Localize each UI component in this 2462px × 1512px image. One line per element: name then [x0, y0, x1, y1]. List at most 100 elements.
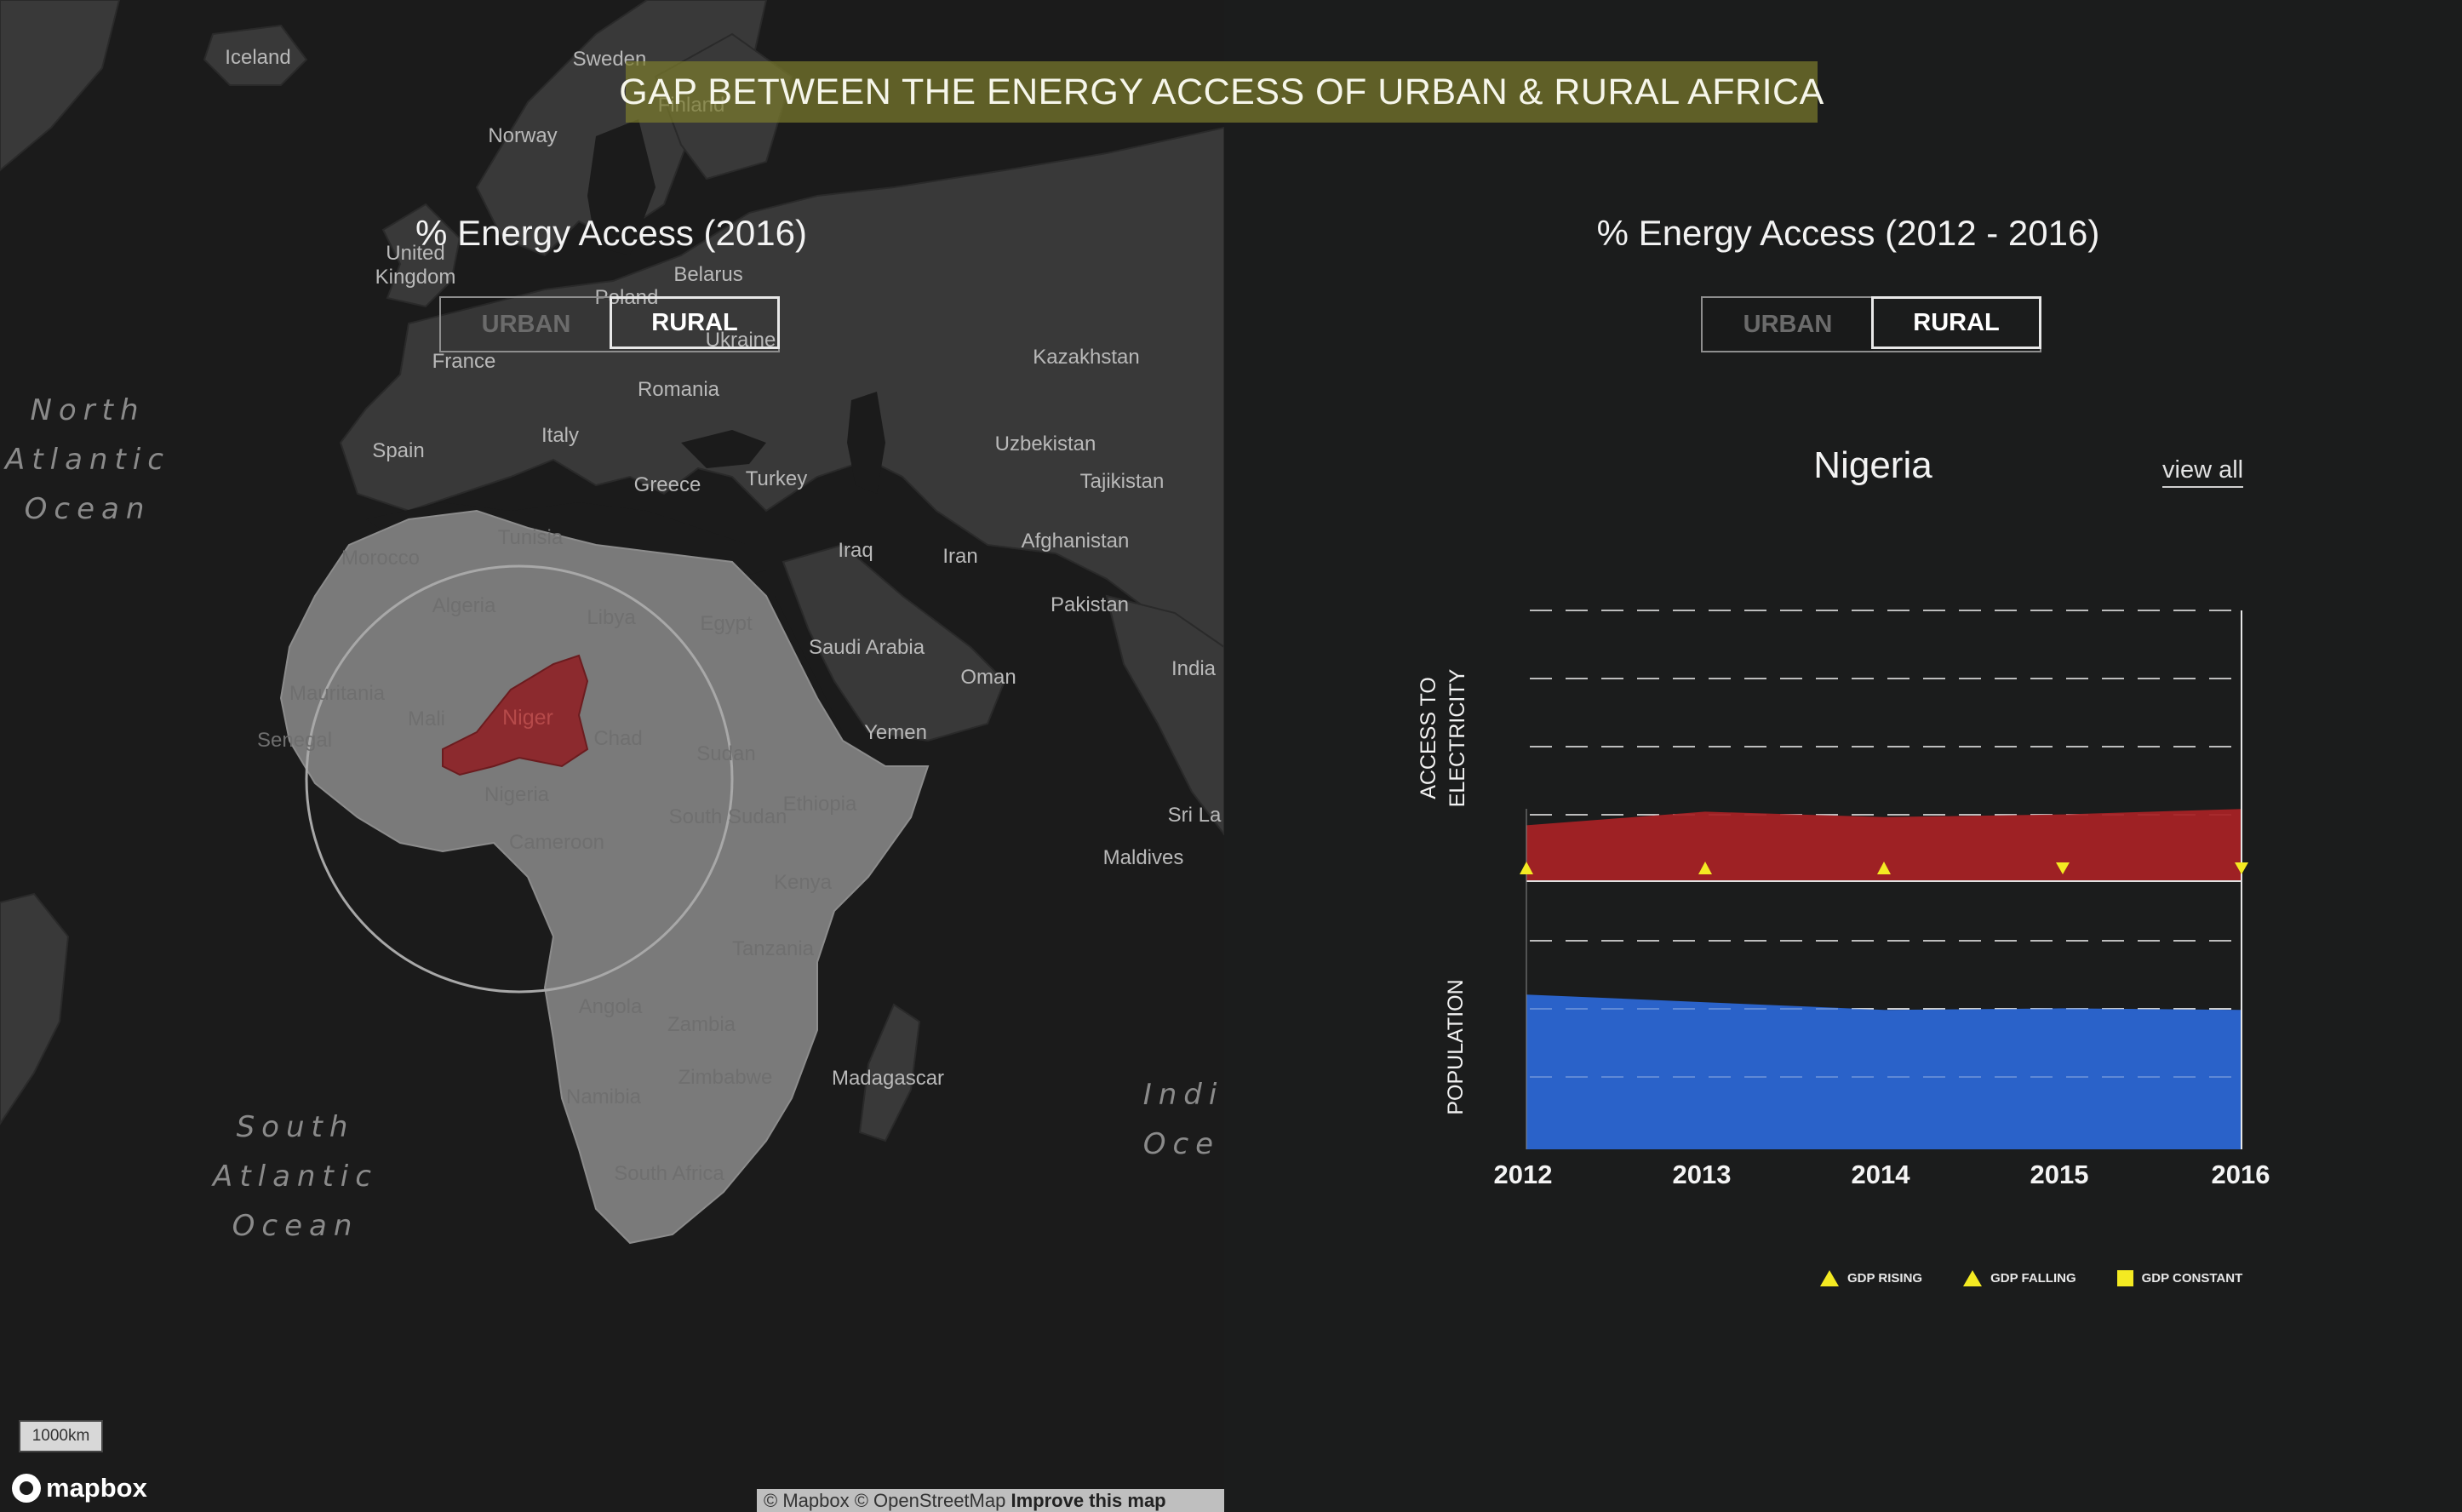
black-sea	[681, 430, 766, 468]
land-greenland-corner	[0, 0, 121, 172]
triangle-up-icon	[1820, 1270, 1839, 1286]
map-view[interactable]: IcelandSwedenFinlandNorwayUnited Kingdom…	[0, 0, 1224, 1512]
map-label-mali: Mali	[407, 707, 446, 730]
map-label-greece: Greece	[633, 473, 701, 496]
map-label-spain: Spain	[372, 439, 425, 462]
chart-heading: % Energy Access (2012 - 2016)	[1596, 213, 2100, 253]
map-label-tanzania: Tanzania	[731, 937, 815, 960]
map-label-pakistan: Pakistan	[1050, 593, 1130, 616]
map-label-zimbabwe: Zimbabwe	[678, 1066, 773, 1089]
x-tick-2012: 2012	[1493, 1160, 1553, 1189]
map-label-kazakhstan: Kazakhstan	[1033, 346, 1140, 369]
map-label-libya: Libya	[587, 606, 636, 629]
map-label-iran: Iran	[942, 545, 978, 568]
map-label-cameroon: Cameroon	[508, 831, 605, 854]
map-label-senegal: Senegal	[256, 729, 333, 752]
land-india	[1105, 594, 1224, 836]
map-label-tajikistan: Tajikistan	[1079, 470, 1165, 493]
gdp-marker-2014	[1877, 862, 1891, 874]
ocean-label-north-atlantic: North Atlantic Ocean	[5, 393, 170, 526]
map-urban-rural-toggle: URBAN RURAL	[439, 296, 780, 352]
map-label-sudan: Sudan	[696, 742, 756, 765]
legend-gdp-constant: GDP CONSTANT	[2116, 1270, 2242, 1286]
ocean-label-south-atlantic: South Atlantic Ocean	[213, 1110, 378, 1243]
map-canvas[interactable]	[0, 0, 1224, 1512]
map-label-maldives: Maldives	[1102, 846, 1184, 869]
map-label-chad: Chad	[593, 727, 643, 750]
y-label-population: POPULATION	[1444, 979, 1468, 1115]
page-title: GAP BETWEEN THE ENERGY ACCESS OF URBAN &…	[619, 71, 1824, 112]
map-heading: % Energy Access (2016)	[415, 213, 807, 253]
map-label-belarus: Belarus	[673, 263, 743, 286]
square-icon	[2116, 1270, 2133, 1286]
mapbox-logo[interactable]: mapbox	[12, 1473, 147, 1503]
attribution-text: © Mapbox © OpenStreetMap	[764, 1490, 1006, 1511]
map-label-kenya: Kenya	[773, 871, 833, 894]
map-label-saudi-arabia: Saudi Arabia	[808, 636, 925, 659]
map-label-niger: Niger	[502, 706, 553, 730]
gdp-marker-2015	[2056, 862, 2070, 874]
map-label-algeria: Algeria	[432, 594, 496, 617]
map-label-madagascar: Madagascar	[831, 1067, 945, 1090]
chart-urban-rural-toggle: URBAN RURAL	[1701, 296, 2041, 352]
map-attribution: © Mapbox © OpenStreetMap Improve this ma…	[757, 1489, 1224, 1512]
map-label-united-kingdom: United Kingdom	[375, 242, 456, 289]
selected-country-name: Nigeria	[1813, 444, 1932, 486]
map-label-france: France	[432, 350, 496, 373]
triangle-up-icon	[1963, 1270, 1983, 1286]
chart-urban-button[interactable]: URBAN	[1703, 298, 1873, 351]
map-label-tunisia: Tunisia	[497, 526, 564, 549]
land-madagascar	[858, 1003, 921, 1143]
map-label-ethiopia: Ethiopia	[782, 793, 857, 816]
gdp-marker-2016	[2235, 862, 2248, 874]
land-uk	[381, 203, 461, 308]
map-label-uzbekistan: Uzbekistan	[994, 432, 1096, 455]
caspian-sea	[847, 392, 885, 494]
map-label-nigeria: Nigeria	[484, 783, 550, 806]
baltic-sea	[587, 119, 656, 255]
land-europe-asia	[339, 126, 1224, 708]
map-scale-bar: 1000km	[19, 1420, 103, 1452]
ocean-label-indian: Indi Oce	[1142, 1078, 1224, 1161]
map-label-morocco: Morocco	[341, 547, 421, 570]
land-iceland	[203, 24, 308, 86]
gdp-marker-2012	[1520, 862, 1533, 874]
map-label-egypt: Egypt	[700, 612, 753, 635]
x-tick-2015: 2015	[2030, 1160, 2089, 1189]
map-label-yemen: Yemen	[864, 721, 927, 744]
chart-rural-button[interactable]: RURAL	[1871, 296, 2041, 349]
map-label-iceland: Iceland	[225, 46, 291, 69]
map-label-namibia: Namibia	[565, 1085, 642, 1108]
africa-continent	[279, 509, 930, 1245]
gdp-marker-2013	[1698, 862, 1712, 874]
map-label-sri-lanka: Sri La	[1167, 804, 1222, 827]
map-rural-button[interactable]: RURAL	[610, 296, 780, 349]
map-label-oman: Oman	[960, 666, 1016, 689]
page-title-banner: GAP BETWEEN THE ENERGY ACCESS OF URBAN &…	[619, 61, 1824, 123]
map-label-italy: Italy	[541, 424, 580, 447]
map-label-south-africa: South Africa	[614, 1162, 724, 1185]
x-tick-2016: 2016	[2211, 1160, 2270, 1189]
energy-access-chart	[1520, 610, 2248, 1149]
area-population	[1526, 994, 2242, 1149]
mapbox-logo-text: mapbox	[46, 1473, 147, 1503]
view-all-link[interactable]: view all	[2162, 456, 2244, 488]
y-label-access: ACCESS TO ELECTRICITY	[1417, 668, 1469, 808]
map-label-iraq: Iraq	[838, 539, 873, 562]
chart-legend: GDP RISING GDP FALLING GDP CONSTANT	[1820, 1270, 2242, 1286]
map-label-zambia: Zambia	[667, 1013, 736, 1036]
improve-map-link[interactable]: Improve this map	[1011, 1490, 1166, 1511]
map-label-india: India	[1171, 657, 1217, 680]
map-urban-button[interactable]: URBAN	[441, 298, 611, 351]
land-arabia	[782, 543, 1006, 742]
mapbox-icon	[12, 1474, 41, 1503]
map-label-romania: Romania	[637, 378, 720, 401]
niger-country-highlight	[442, 654, 589, 776]
legend-gdp-rising: GDP RISING	[1820, 1270, 1922, 1286]
x-tick-2013: 2013	[1672, 1160, 1732, 1189]
land-south-america-corner	[0, 892, 70, 1125]
map-label-turkey: Turkey	[745, 467, 808, 490]
map-label-south-sudan: South Sudan	[668, 805, 787, 828]
x-tick-2014: 2014	[1851, 1160, 1910, 1189]
selection-radius-circle	[305, 564, 734, 994]
